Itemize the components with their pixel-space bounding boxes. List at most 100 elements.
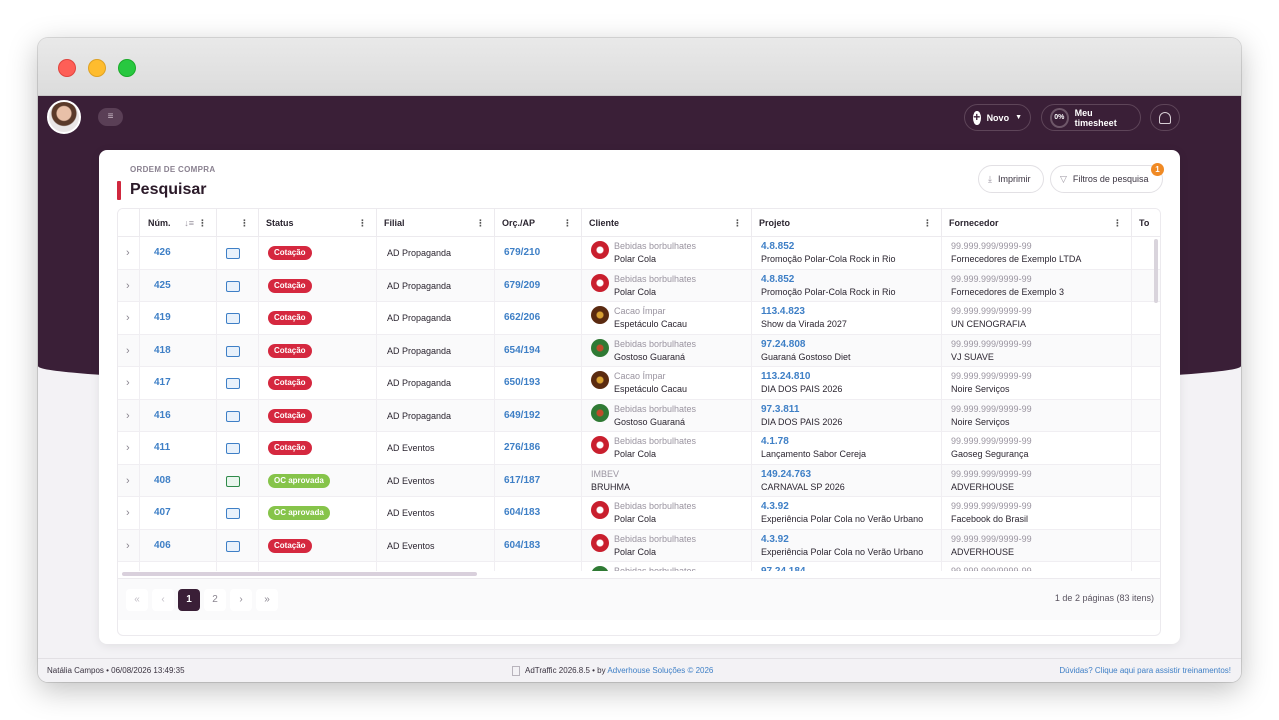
col-filial[interactable]: Filial ⋮ — [377, 209, 495, 237]
expand-row-chevron-icon[interactable]: › — [118, 302, 140, 334]
maximize-window-button[interactable] — [118, 59, 136, 77]
expand-row-chevron-icon[interactable]: › — [118, 367, 140, 399]
prev-page-button[interactable]: ‹ — [152, 589, 174, 611]
order-number-link[interactable]: 426 — [140, 237, 217, 269]
minimize-window-button[interactable] — [88, 59, 106, 77]
project-code-link[interactable]: 149.24.763 — [761, 468, 812, 480]
order-number-link[interactable] — [140, 562, 217, 571]
table-row[interactable]: › 406 Cotação AD Eventos 604/183 Bebidas borb… — [118, 529, 1160, 562]
orc-link[interactable]: 662/206 — [495, 302, 582, 334]
first-page-button[interactable]: « — [126, 589, 148, 611]
col-menu-icon[interactable]: ⋮ — [240, 218, 249, 228]
project-code-link[interactable]: 4.8.852 — [761, 241, 795, 252]
next-page-button[interactable]: › — [230, 589, 252, 611]
col-projeto[interactable]: Projeto ⋮ — [752, 209, 942, 237]
col-menu-icon[interactable]: ⋮ — [198, 218, 207, 228]
footer-company-link[interactable]: Adverhouse Soluções © 2026 — [607, 666, 714, 676]
project-code-link[interactable]: 4.1.78 — [761, 436, 789, 447]
page-2-button[interactable]: 2 — [204, 589, 226, 611]
expand-row-chevron-icon[interactable]: › — [118, 399, 140, 432]
orc-link[interactable]: 679/210 — [495, 237, 582, 269]
col-fornecedor[interactable]: Fornecedor ⋮ — [942, 209, 1132, 237]
col-cliente[interactable]: Cliente ⋮ — [582, 209, 752, 237]
order-number-link[interactable]: 419 — [140, 302, 217, 334]
expand-row-chevron-icon[interactable]: › — [118, 497, 140, 529]
horizontal-scrollbar[interactable] — [122, 572, 477, 576]
total-cell — [1132, 302, 1160, 334]
order-number-link[interactable]: 417 — [140, 367, 217, 399]
expand-row-chevron-icon[interactable]: › — [118, 334, 140, 367]
last-page-button[interactable]: » — [256, 589, 278, 611]
project-name: Promoção Polar-Cola Rock in Rio — [761, 254, 896, 264]
col-menu-icon[interactable]: ⋮ — [1113, 218, 1122, 228]
print-button[interactable]: ⤓ Imprimir — [978, 165, 1044, 193]
project-code-link[interactable]: 113.4.823 — [761, 306, 805, 317]
orc-link[interactable] — [495, 562, 582, 571]
menu-toggle-button[interactable]: ≡ — [98, 108, 123, 126]
table-row[interactable]: › 416 Cotação AD Propaganda 649/192 Bebidas b… — [118, 399, 1160, 432]
expand-row-chevron-icon[interactable]: › — [118, 464, 140, 497]
order-number-link[interactable]: 418 — [140, 334, 217, 367]
novo-button[interactable]: + Novo ▼ — [964, 104, 1031, 131]
project-code-link[interactable]: 4.3.92 — [761, 533, 789, 545]
sort-icon[interactable]: ↓≡ — [184, 218, 194, 228]
table-row[interactable]: › 407 OC aprovada AD Eventos 604/183 Bebidas … — [118, 497, 1160, 530]
project-code-link[interactable]: 97.3.811 — [761, 403, 800, 415]
table-row[interactable]: › 417 Cotação AD Propaganda 650/193 Cacao Ímp… — [118, 367, 1160, 400]
col-menu-icon[interactable]: ⋮ — [476, 218, 485, 228]
orc-link[interactable]: 679/209 — [495, 269, 582, 302]
client-group: Bebidas borbulhates — [614, 501, 697, 511]
project-code-link[interactable]: 97.24.808 — [761, 338, 806, 350]
col-orc[interactable]: Orç./AP ⋮ — [495, 209, 582, 237]
expand-row-chevron-icon[interactable]: › — [118, 269, 140, 302]
expand-row-chevron-icon[interactable]: › — [118, 432, 140, 464]
cliente-cell: Cacao Ímpar Espetáculo Cacau — [582, 367, 752, 399]
orc-link[interactable]: 649/192 — [495, 399, 582, 432]
project-code-link[interactable]: 113.24.810 — [761, 371, 811, 382]
col-menu-icon[interactable]: ⋮ — [733, 218, 742, 228]
notifications-button[interactable] — [1150, 104, 1180, 131]
order-number-link[interactable]: 411 — [140, 432, 217, 464]
timesheet-button[interactable]: 0% Meu timesheet — [1041, 104, 1141, 131]
expand-row-chevron-icon[interactable]: › — [118, 237, 140, 269]
project-code-link[interactable]: 4.8.852 — [761, 273, 795, 285]
orc-link[interactable]: 617/187 — [495, 464, 582, 497]
col-num[interactable]: Núm. ↓≡ ⋮ — [140, 209, 217, 237]
total-cell — [1132, 530, 1160, 562]
col-menu-icon[interactable]: ⋮ — [358, 218, 367, 228]
app-content: ≡ + Novo ▼ 0% Meu timesheet ORDEM DE COM… — [38, 96, 1241, 682]
filters-button[interactable]: ▽ Filtros de pesquisa — [1050, 165, 1163, 193]
close-window-button[interactable] — [58, 59, 76, 77]
help-link[interactable]: Dúvidas? Clique aqui para assistir trein… — [1059, 666, 1231, 675]
table-row[interactable]: › 408 OC aprovada AD Eventos 617/187 IMBEV BRU… — [118, 464, 1160, 497]
orc-link[interactable]: 604/183 — [495, 529, 582, 562]
col-menu-icon[interactable]: ⋮ — [563, 218, 572, 228]
col-menu-icon[interactable]: ⋮ — [923, 218, 932, 228]
order-number-link[interactable]: 416 — [140, 399, 217, 432]
orc-link[interactable]: 604/183 — [495, 497, 582, 529]
orc-link[interactable]: 654/194 — [495, 334, 582, 367]
expand-row-chevron-icon[interactable]: › — [118, 529, 140, 562]
table-row[interactable]: › 418 Cotação AD Propaganda 654/194 Bebidas b… — [118, 334, 1160, 367]
page-1-button[interactable]: 1 — [178, 589, 200, 611]
table-row[interactable]: › Bebidas borbulhates 97.24.184 99.999.999/… — [118, 562, 1160, 571]
order-number-link[interactable]: 407 — [140, 497, 217, 529]
table-row[interactable]: › 426 Cotação AD Propaganda 679/210 Bebidas b… — [118, 237, 1160, 270]
orc-link[interactable]: 276/186 — [495, 432, 582, 464]
order-number-link[interactable]: 425 — [140, 269, 217, 302]
project-code-link[interactable]: 97.24.184 — [761, 566, 806, 571]
expand-row-chevron-icon[interactable]: › — [118, 562, 140, 571]
table-row[interactable]: › 419 Cotação AD Propaganda 662/206 Cacao Ímp… — [118, 302, 1160, 335]
orc-link[interactable]: 650/193 — [495, 367, 582, 399]
order-number-link[interactable]: 408 — [140, 464, 217, 497]
order-number-link[interactable]: 406 — [140, 529, 217, 562]
col-icon[interactable]: ⋮ — [217, 209, 259, 237]
user-avatar[interactable] — [47, 100, 81, 134]
vertical-scrollbar[interactable] — [1154, 239, 1158, 303]
project-code-link[interactable]: 4.3.92 — [761, 501, 789, 512]
table-row[interactable]: › 411 Cotação AD Eventos 276/186 Bebidas borb… — [118, 432, 1160, 465]
col-total[interactable]: To — [1132, 209, 1160, 237]
table-row[interactable]: › 425 Cotação AD Propaganda 679/209 Bebidas b… — [118, 269, 1160, 302]
status-cell: Cotação — [259, 399, 377, 432]
col-status[interactable]: Status ⋮ — [259, 209, 377, 237]
